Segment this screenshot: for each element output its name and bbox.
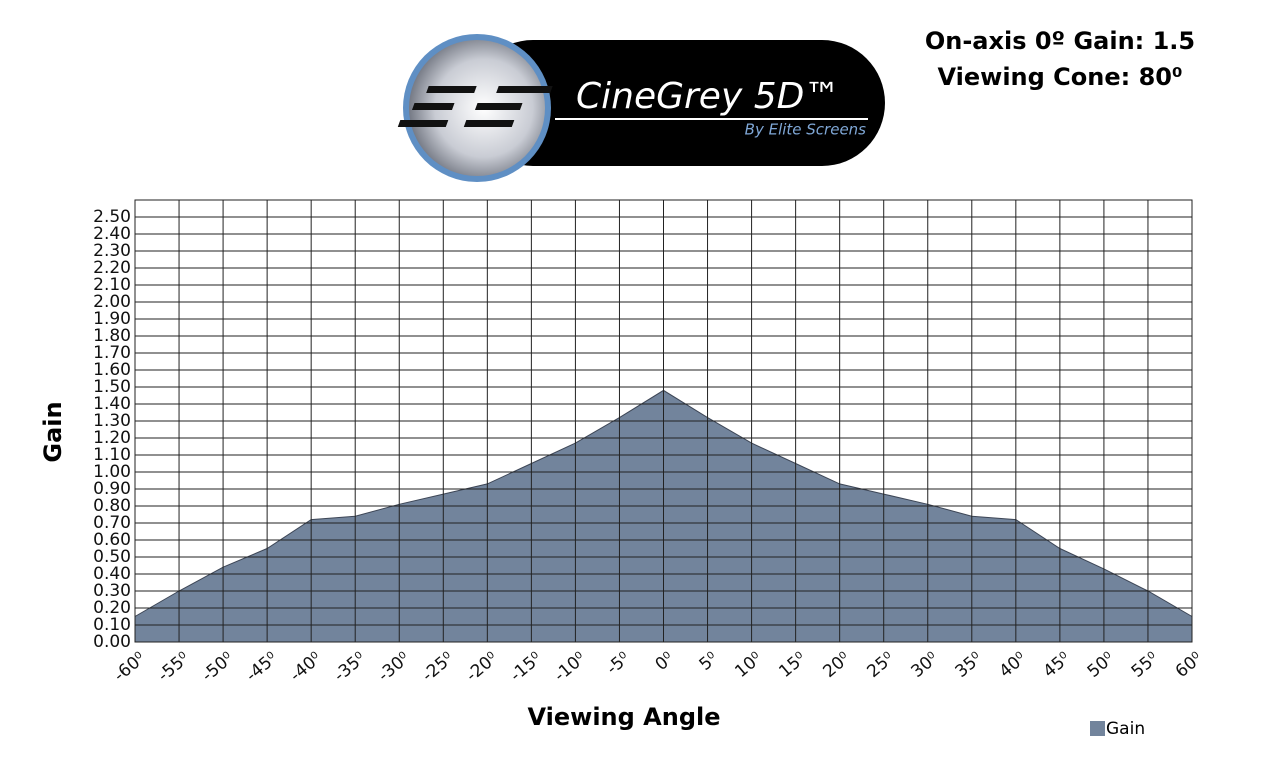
x-tick-label: -30⁰: [374, 648, 413, 686]
y-tick-label: 2.20: [93, 258, 131, 278]
logo-title: CineGrey 5D™: [576, 76, 840, 117]
x-tick-label: 35⁰: [952, 648, 987, 682]
x-tick-label: -50⁰: [198, 648, 237, 686]
y-tick-label: 0.60: [93, 530, 131, 550]
x-tick-label: -45⁰: [242, 648, 281, 686]
logo-band: [470, 40, 885, 166]
y-tick-label: 1.00: [93, 462, 131, 482]
x-tick-label: -55⁰: [154, 648, 193, 686]
x-tick-label: 5⁰: [696, 648, 723, 675]
x-tick-label: 25⁰: [863, 648, 898, 682]
y-tick-label: 1.70: [93, 343, 131, 363]
y-tick-label: 0.20: [93, 598, 131, 618]
y-tick-label: 0.90: [93, 479, 131, 499]
x-tick-label: -35⁰: [330, 648, 369, 686]
x-tick-label: 50⁰: [1084, 648, 1119, 682]
y-tick-label: 1.90: [93, 309, 131, 329]
x-tick-label: -25⁰: [418, 648, 457, 686]
x-tick-label: 30⁰: [908, 648, 943, 682]
y-tick-label: 1.50: [93, 377, 131, 397]
y-tick-label: 2.00: [93, 292, 131, 312]
y-tick-label: 0.40: [93, 564, 131, 584]
x-tick-label: 45⁰: [1040, 648, 1075, 682]
x-tick-label: 10⁰: [731, 648, 766, 682]
x-tick-label: 0⁰: [652, 648, 679, 675]
x-tick-label: -60⁰: [110, 648, 149, 686]
y-tick-label: 1.20: [93, 428, 131, 448]
x-tick-label: -15⁰: [506, 648, 545, 686]
logo-subtitle: By Elite Screens: [745, 121, 867, 139]
y-tick-label: 2.30: [93, 241, 131, 261]
y-tick-label: 0.50: [93, 547, 131, 567]
y-tick-label: 1.60: [93, 360, 131, 380]
x-tick-label: 20⁰: [819, 648, 854, 682]
y-tick-label: 0.00: [93, 632, 131, 652]
x-axis-label: Viewing Angle: [527, 703, 720, 731]
y-tick-label: 0.30: [93, 581, 131, 601]
x-tick-label: 40⁰: [996, 648, 1031, 682]
y-tick-label: 2.50: [93, 207, 131, 227]
y-tick-label: 0.70: [93, 513, 131, 533]
plot-frame: [134, 199, 1193, 643]
x-tick-label: -40⁰: [286, 648, 325, 686]
y-tick-label: 0.10: [93, 615, 131, 635]
x-tick-label: 55⁰: [1128, 648, 1163, 682]
annotation: Viewing Cone: 80⁰: [937, 63, 1182, 91]
x-tick-label: -5⁰: [603, 648, 634, 679]
legend-label: Gain: [1106, 719, 1145, 739]
y-axis-label: Gain: [39, 401, 67, 462]
y-tick-label: 0.80: [93, 496, 131, 516]
logo-glyph: [397, 86, 553, 127]
legend-swatch: [1090, 721, 1105, 736]
y-tick-label: 1.80: [93, 326, 131, 346]
y-tick-label: 1.30: [93, 411, 131, 431]
logo: CineGrey 5D™ By Elite Screens: [397, 34, 885, 182]
y-tick-label: 1.40: [93, 394, 131, 414]
y-tick-label: 2.40: [93, 224, 131, 244]
x-tick-label: -10⁰: [550, 648, 589, 686]
x-tick-label: 15⁰: [775, 648, 810, 682]
y-tick-label: 2.10: [93, 275, 131, 295]
y-tick-label: 1.10: [93, 445, 131, 465]
legend-item: Gain: [1090, 719, 1145, 739]
x-tick-label: 60⁰: [1172, 648, 1207, 682]
annotation: On-axis 0º Gain: 1.5: [925, 27, 1195, 55]
x-tick-label: -20⁰: [462, 648, 501, 686]
